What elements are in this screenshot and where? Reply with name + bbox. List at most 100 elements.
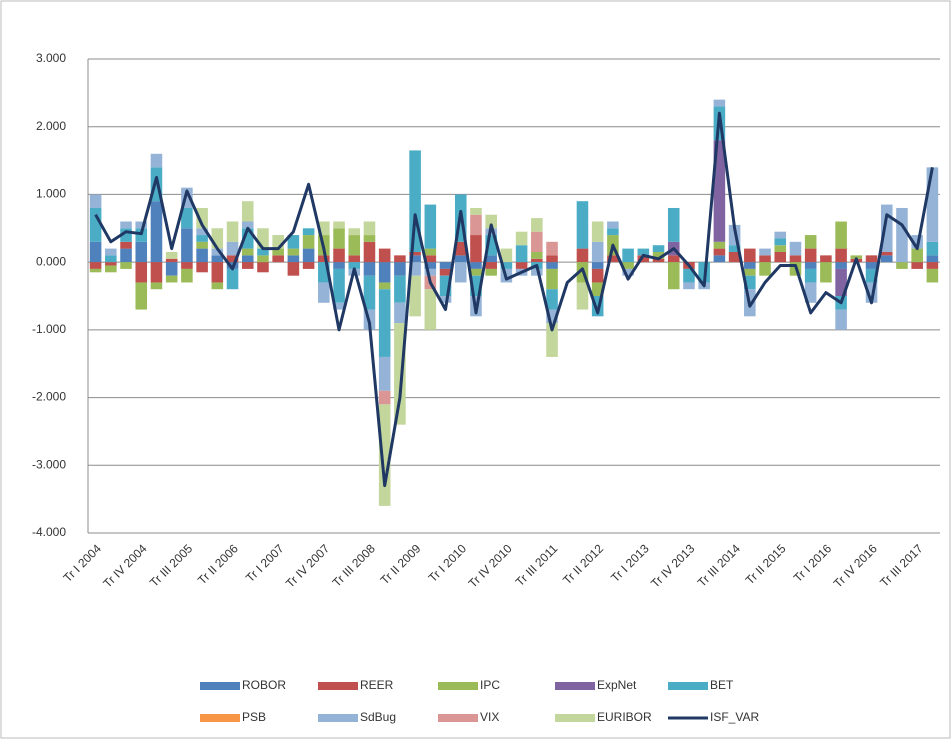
bar-segment (926, 255, 939, 263)
bar-segment (622, 248, 634, 263)
bar-segment (576, 282, 589, 310)
bar-segment (850, 255, 863, 259)
bar-segment (667, 207, 680, 242)
legend-swatch (318, 682, 358, 690)
bar-segment (439, 296, 452, 303)
bar-segment (333, 248, 345, 263)
bar-segment (318, 255, 330, 263)
y-tick-label: -1.000 (32, 322, 66, 336)
bar-segment (683, 282, 695, 290)
bar-segment (546, 262, 558, 269)
bar-segment (150, 282, 163, 290)
bar-segment (607, 221, 619, 229)
bar-segment (333, 302, 345, 310)
legend-swatch (318, 714, 358, 722)
legend-label: REER (360, 678, 394, 692)
bar-segment (165, 258, 178, 263)
bar-segment (272, 255, 284, 263)
bar-segment (759, 248, 771, 256)
bar-segment (211, 262, 224, 283)
bar-segment (302, 235, 315, 249)
bar-segment (470, 207, 482, 215)
bar-segment (363, 275, 376, 310)
bar-segment (181, 187, 193, 208)
bar-segment (926, 167, 939, 242)
bar-segment (89, 241, 102, 263)
bar-segment (211, 255, 224, 263)
bar-segment (318, 262, 330, 283)
bar-segment (728, 245, 741, 252)
bar-segment (196, 241, 208, 249)
bar-segment (713, 255, 726, 263)
bar-segment (333, 221, 345, 229)
bar-segment (835, 268, 847, 296)
bar-segment (196, 207, 208, 229)
bar-segment (363, 241, 376, 263)
bar-segment (591, 262, 604, 269)
bar-segment (120, 241, 132, 249)
bar-segment (181, 262, 193, 269)
bar-segment (287, 255, 300, 263)
bar-segment (485, 268, 497, 276)
bar-segment (318, 221, 330, 236)
bar-segment (318, 282, 330, 303)
bar-segment (470, 268, 482, 276)
bar-segment (728, 251, 741, 263)
bar-segment (637, 248, 650, 256)
bar-segment (637, 255, 650, 263)
bar-segment (439, 268, 452, 276)
bar-segment (546, 268, 558, 290)
bar-segment (500, 262, 513, 269)
bar-segment (120, 228, 132, 242)
y-tick-label: -3.000 (32, 457, 66, 471)
bar-segment (424, 204, 437, 249)
bar-segment (211, 282, 224, 290)
bar-segment (241, 262, 254, 269)
bar-segment (348, 255, 361, 263)
bar-segment (591, 221, 604, 242)
bar-segment (302, 262, 315, 269)
bar-segment (378, 262, 391, 283)
bar-segment (820, 255, 832, 263)
bar-segment (424, 262, 437, 269)
y-tick-label: -2.000 (32, 390, 66, 404)
legend-label: SdBug (360, 710, 396, 724)
bar-segment (896, 207, 908, 263)
bar-segment (926, 262, 939, 269)
bar-segment (515, 245, 528, 263)
bar-segment (135, 241, 148, 263)
bar-segment (759, 262, 771, 276)
bar-segment (774, 238, 787, 246)
bar-segment (348, 228, 361, 236)
bar-segment (667, 262, 680, 290)
bar-segment (804, 248, 817, 263)
bar-segment (211, 248, 224, 256)
legend-label: PSB (242, 710, 266, 724)
bar-segment (409, 150, 421, 252)
bar-segment (89, 262, 102, 269)
bar-segment (531, 268, 543, 276)
bar-segment (105, 262, 117, 266)
bar-segment (89, 207, 102, 242)
bar-segment (713, 140, 726, 242)
bar-segment (789, 255, 802, 263)
bar-segment (546, 289, 558, 310)
bar-segment (409, 251, 421, 256)
bar-segment (181, 268, 193, 283)
bar-segment (241, 248, 254, 256)
bar-segment (531, 218, 543, 232)
bar-segment (591, 282, 604, 296)
bar-segment (470, 262, 482, 269)
bar-segment (241, 221, 254, 229)
bar-segment (683, 268, 695, 283)
y-tick-label: 0.000 (36, 254, 66, 268)
legend-swatch (438, 682, 478, 690)
bar-segment (485, 262, 497, 269)
bar-segment (774, 251, 787, 263)
bar-segment (378, 289, 391, 357)
line-series (94, 111, 934, 488)
bar-segment (804, 268, 817, 283)
bar-segment (181, 228, 193, 263)
